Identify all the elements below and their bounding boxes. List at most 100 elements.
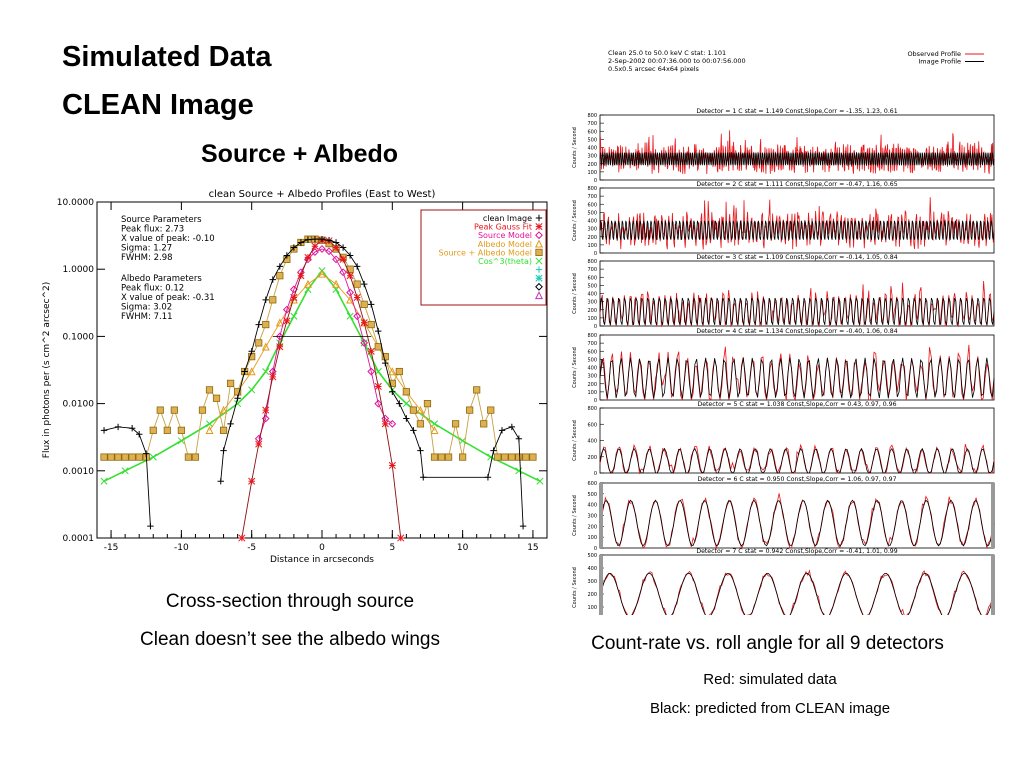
data-point (508, 453, 516, 461)
y-tick-label: 700 (587, 341, 597, 347)
data-point (519, 522, 527, 530)
data-point (381, 420, 389, 428)
data-point (374, 382, 382, 390)
data-point (508, 423, 516, 431)
y-tick-label: 800 (587, 333, 597, 339)
data-point (212, 394, 221, 402)
y-tick-label: 500 (587, 492, 597, 498)
data-point (114, 423, 122, 431)
data-point (317, 269, 327, 278)
detector-panel: Detector = 6 C stat = 0.950 Const,Slope,… (572, 476, 995, 552)
data-point (430, 453, 439, 461)
legend-label: Cos^3(theta) (478, 257, 532, 266)
right-caption-1: Count-rate vs. roll angle for all 9 dete… (591, 633, 944, 654)
data-point (367, 320, 375, 329)
data-point (241, 368, 248, 375)
series-clean-image (100, 235, 527, 530)
data-point (339, 255, 347, 263)
detector-panel: Detector = 4 C stat = 1.134 Const,Slope,… (572, 328, 995, 404)
x-tick-label: -10 (174, 543, 189, 553)
data-point (255, 321, 262, 328)
panel-label: Detector = 5 C stat = 1.038 Const,Slope,… (697, 401, 896, 408)
data-point (255, 440, 263, 448)
data-point (226, 379, 235, 387)
data-point (234, 388, 242, 396)
data-point (396, 400, 403, 407)
data-point (410, 427, 417, 434)
legend-label: Peak Gauss Fit (474, 223, 532, 232)
y-tick-label: 500 (587, 137, 597, 143)
y-tick-label: 200 (587, 524, 597, 530)
y-tick-label: 100 (587, 605, 597, 611)
data-point (255, 339, 263, 347)
y-tick-label: 400 (587, 292, 597, 298)
y-tick-label: 0 (594, 324, 597, 330)
x-tick-label: 10 (457, 543, 469, 553)
data-point (121, 467, 129, 475)
profile-chart: clean Source + Albedo Profiles (East to … (42, 189, 548, 565)
y-tick-label: 0.0010 (63, 467, 95, 477)
data-point (346, 295, 355, 304)
y-tick-label: 200 (587, 592, 597, 598)
data-point (409, 406, 418, 414)
y-tick-label: 100 (587, 243, 597, 249)
data-point (346, 272, 354, 280)
y-tick-label: 500 (587, 553, 597, 559)
data-point (515, 453, 523, 461)
data-point (318, 245, 326, 253)
data-point (248, 477, 256, 485)
data-point (332, 243, 340, 252)
data-point (487, 406, 495, 414)
x-tick-label: -15 (104, 543, 119, 553)
annotation-text: X value of peak: -0.31 (121, 293, 215, 303)
y-tick-label: 800 (587, 259, 597, 265)
legend-marker (535, 274, 543, 282)
image-profile-line (599, 220, 995, 240)
data-point (318, 235, 326, 243)
y-tick-label: 700 (587, 194, 597, 200)
panel-label: Detector = 2 C stat = 1.111 Const,Slope,… (696, 181, 897, 188)
header-line-3: 0.5x0.5 arcsec 64x64 pixels (608, 65, 700, 73)
image-profile-line (599, 297, 995, 325)
legend-marker (535, 231, 543, 240)
data-point (494, 453, 502, 461)
data-point (490, 447, 497, 454)
image-profile-line (599, 152, 995, 166)
data-point (339, 244, 347, 251)
data-point (290, 312, 298, 320)
data-point (388, 367, 397, 376)
panel-frame (599, 260, 995, 327)
data-point (402, 388, 410, 396)
gap-shade (991, 555, 994, 615)
data-point (389, 388, 396, 395)
y-axis-label: Counts / Second (572, 567, 578, 608)
data-point (269, 373, 277, 381)
y-tick-label: 400 (587, 146, 597, 152)
data-point (388, 419, 397, 428)
data-point (289, 295, 298, 304)
header-line-1: Clean 25.0 to 50.0 keV C stat: 1.101 (608, 49, 726, 57)
data-point (416, 420, 425, 428)
y-tick-label: 0 (594, 251, 597, 257)
y-tick-label: 300 (587, 514, 597, 520)
series-line (241, 239, 402, 539)
data-point (332, 255, 340, 264)
data-point (262, 320, 270, 329)
y-tick-label: 300 (587, 154, 597, 160)
data-point (515, 435, 523, 442)
data-point (484, 474, 492, 481)
chart-title: clean Source + Albedo Profiles (East to … (209, 189, 436, 200)
legend-label: Source + Albedo Model (439, 248, 533, 257)
slide-subtitle: Source + Albedo (201, 140, 399, 168)
x-axis-label: Distance in arcseconds (270, 555, 374, 565)
data-point (275, 318, 284, 327)
data-point (515, 467, 523, 475)
data-point (368, 301, 375, 308)
data-point (325, 247, 333, 256)
y-tick-label: 100 (587, 390, 597, 396)
observed-profile-line (599, 344, 995, 402)
y-tick-label: 200 (587, 382, 597, 388)
y-tick-label: 300 (587, 374, 597, 380)
data-point (397, 534, 405, 542)
data-point (382, 359, 389, 367)
